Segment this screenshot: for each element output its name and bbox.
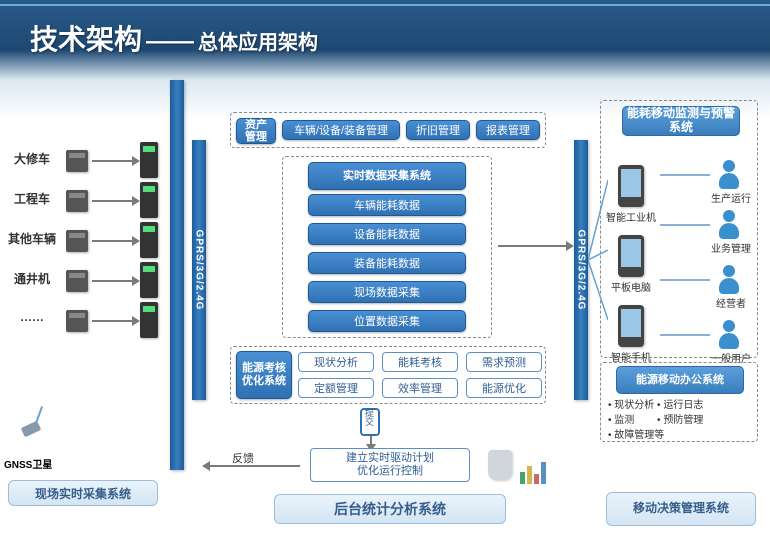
src-server-1 (66, 190, 88, 212)
db-icon (488, 450, 512, 480)
rt-item-3: 现场数据采集 (308, 281, 466, 303)
asset-label: 资产管理 (236, 118, 276, 144)
src-arrow-1 (92, 200, 132, 202)
feedback-label: 反馈 (232, 450, 254, 466)
top-accent (0, 4, 770, 6)
person-label-2: 经营者 (706, 295, 756, 310)
opt-item-5: 能源优化 (466, 378, 542, 398)
mobile-office-title: 能源移动办公系统 (616, 366, 744, 394)
mobile-office-notes: • 现状分析 • 运行日志 • 监测 • 预防管理 • 故障管理等 (608, 398, 756, 443)
submit-arrow (370, 436, 372, 444)
src-server-4 (66, 310, 88, 332)
person-line-0 (660, 174, 710, 176)
opt-item-1: 能耗考核 (382, 352, 458, 372)
device-1 (618, 235, 644, 277)
person-line-1 (660, 224, 710, 226)
device-label-1: 平板电脑 (606, 279, 656, 294)
opt-item-2: 需求预测 (466, 352, 542, 372)
person-line-2 (660, 279, 710, 281)
footer-mid: 后台统计分析系统 (274, 494, 506, 524)
rt-item-1: 设备能耗数据 (308, 223, 466, 245)
src-server-0 (66, 150, 88, 172)
left-tall-bar (170, 80, 184, 470)
title-sub: 总体应用架构 (198, 26, 318, 55)
note-2: • 故障管理等 (608, 428, 756, 443)
gprs-bar-left: GPRS/3G/2.4G (192, 140, 206, 400)
src-label-1: 工程车 (4, 190, 60, 212)
person-1 (716, 210, 742, 239)
gnss-label: GNSS卫星 (4, 456, 52, 471)
person-label-0: 生产运行 (706, 190, 756, 205)
device-label-0: 智能工业机 (606, 209, 656, 224)
device-0 (618, 165, 644, 207)
person-line-3 (660, 334, 710, 336)
asset-item-0: 车辆/设备/装备管理 (282, 120, 400, 140)
barchart-icon (520, 462, 546, 484)
person-3 (716, 320, 742, 349)
person-0 (716, 160, 742, 189)
diagram-canvas: GPRS/3G/2.4G GPRS/3G/2.4G 大修车 工程车 其他车辆 通… (0, 70, 770, 550)
rt-item-2: 装备能耗数据 (308, 252, 466, 274)
plan-box: 建立实时驱动计划 优化运行控制 (310, 448, 470, 482)
note-0: • 现状分析 • 运行日志 (608, 398, 756, 413)
satellite-icon (12, 410, 52, 450)
arrow-center-right (498, 245, 566, 247)
plan-l2: 优化运行控制 (357, 465, 423, 478)
person-2 (716, 265, 742, 294)
title-main: 技术架构 (30, 18, 142, 58)
src-relay-1 (140, 182, 158, 218)
src-relay-4 (140, 302, 158, 338)
src-arrow-3 (92, 280, 132, 282)
note-1: • 监测 • 预防管理 (608, 413, 756, 428)
src-arrow-4 (92, 320, 132, 322)
src-label-4: …… (4, 310, 60, 332)
right-monitor-title: 能耗移动监测与预警系统 (622, 106, 740, 136)
src-label-0: 大修车 (4, 150, 60, 172)
opt-item-4: 效率管理 (382, 378, 458, 398)
plan-l1: 建立实时驱动计划 (346, 452, 434, 465)
submit-label: 提交 (363, 408, 376, 426)
gprs-bar-right: GPRS/3G/2.4G (574, 140, 588, 400)
device-2 (618, 305, 644, 347)
header: 技术架构 —— 总体应用架构 (0, 0, 770, 70)
fan-lines (588, 140, 608, 380)
opt-label: 能源考核优化系统 (236, 351, 292, 399)
footer-right: 移动决策管理系统 (606, 492, 756, 526)
realtime-title: 实时数据采集系统 (308, 162, 466, 190)
src-server-2 (66, 230, 88, 252)
src-relay-2 (140, 222, 158, 258)
src-label-3: 通井机 (4, 270, 60, 292)
asset-item-2: 报表管理 (476, 120, 540, 140)
src-arrow-0 (92, 160, 132, 162)
rt-item-4: 位置数据采集 (308, 310, 466, 332)
opt-item-3: 定额管理 (298, 378, 374, 398)
src-arrow-2 (92, 240, 132, 242)
src-relay-3 (140, 262, 158, 298)
feedback-arrow (210, 465, 300, 467)
footer-left: 现场实时采集系统 (8, 480, 158, 506)
gprs-label-right: GPRS/3G/2.4G (576, 230, 587, 311)
src-label-2: 其他车辆 (4, 230, 60, 252)
rt-item-0: 车辆能耗数据 (308, 194, 466, 216)
asset-item-1: 折旧管理 (406, 120, 470, 140)
title-dash: —— (146, 28, 194, 56)
opt-item-0: 现状分析 (298, 352, 374, 372)
src-server-3 (66, 270, 88, 292)
gprs-label-left: GPRS/3G/2.4G (194, 230, 205, 311)
person-label-1: 业务管理 (706, 240, 756, 255)
src-relay-0 (140, 142, 158, 178)
